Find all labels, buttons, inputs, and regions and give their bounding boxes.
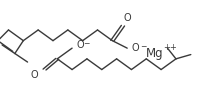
Text: O: O — [132, 43, 139, 53]
Text: −: − — [140, 43, 146, 52]
Text: O: O — [123, 13, 131, 23]
Text: O: O — [77, 40, 84, 50]
Text: O: O — [30, 70, 38, 80]
Text: ++: ++ — [163, 43, 176, 52]
Text: −: − — [83, 39, 90, 48]
Text: Mg: Mg — [146, 47, 164, 60]
